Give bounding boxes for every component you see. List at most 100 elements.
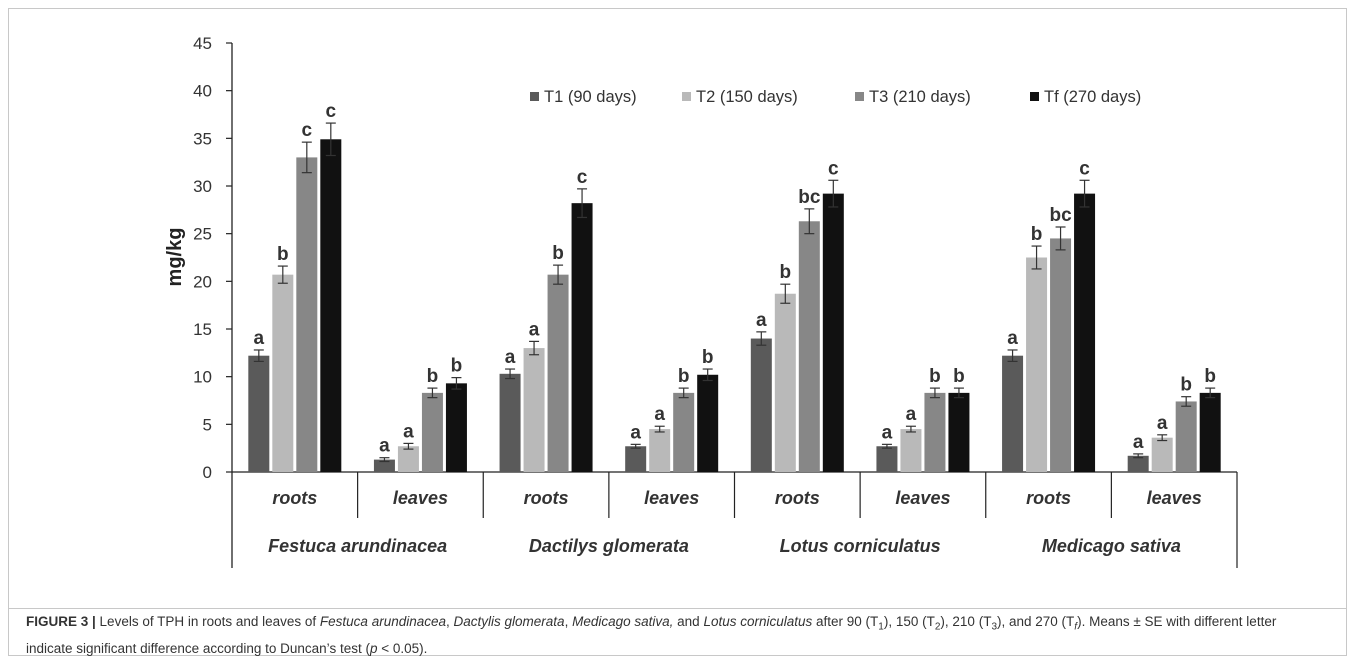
significance-letter: b: [1204, 366, 1216, 387]
y-tick-label: 40: [193, 82, 212, 101]
bar: [1175, 401, 1197, 472]
category-label: leaves: [393, 488, 448, 508]
significance-letter: b: [1031, 224, 1043, 245]
bar: [1002, 355, 1024, 472]
bar: [649, 429, 671, 472]
significance-letter: b: [427, 366, 439, 387]
category-label: leaves: [895, 488, 950, 508]
significance-letter: a: [529, 319, 540, 340]
legend-swatch: [1030, 92, 1039, 101]
significance-letter: a: [756, 310, 767, 331]
significance-letter: c: [302, 120, 313, 141]
significance-letter: b: [678, 366, 690, 387]
legend-swatch: [855, 92, 864, 101]
species-label: Lotus corniculatus: [780, 536, 941, 556]
bar: [1050, 238, 1072, 472]
bar: [876, 446, 898, 472]
significance-letter: a: [1007, 328, 1018, 349]
species-label: Festuca arundinacea: [268, 536, 447, 556]
figure-frame: [8, 8, 1347, 656]
bar: [296, 157, 318, 472]
significance-letter: bc: [1049, 205, 1072, 226]
y-tick-label: 15: [193, 320, 212, 339]
category-label: leaves: [644, 488, 699, 508]
bar: [523, 348, 545, 472]
bar: [547, 274, 569, 472]
species-label: Medicago sativa: [1042, 536, 1181, 556]
legend-label: Tf (270 days): [1044, 88, 1141, 106]
legend-label: T3 (210 days): [869, 88, 971, 106]
significance-letter: a: [254, 328, 265, 349]
legend-swatch: [682, 92, 691, 101]
bar: [373, 459, 395, 472]
bar: [822, 193, 844, 473]
significance-letter: c: [828, 158, 839, 179]
legend-label: T1 (90 days): [544, 88, 637, 106]
bar: [625, 446, 647, 472]
bar: [924, 392, 946, 472]
significance-letter: a: [505, 347, 516, 368]
bar: [750, 338, 772, 472]
caption-text: Levels of TPH in roots and leaves of Fes…: [26, 614, 1277, 656]
y-tick-label: 30: [193, 177, 212, 196]
significance-letter: a: [379, 436, 390, 457]
significance-letter: b: [451, 356, 463, 377]
significance-letter: a: [1133, 432, 1144, 453]
bar: [320, 139, 342, 472]
category-label: leaves: [1147, 488, 1202, 508]
bar: [421, 392, 443, 472]
y-tick-label: 35: [193, 129, 212, 148]
significance-letter: a: [906, 404, 917, 425]
bar: [798, 221, 820, 472]
significance-letter: b: [929, 366, 941, 387]
bar: [900, 429, 922, 472]
significance-letter: b: [702, 347, 714, 368]
significance-letter: c: [577, 167, 588, 188]
significance-letter: a: [882, 422, 893, 443]
y-tick-label: 10: [193, 368, 212, 387]
significance-letter: b: [1180, 375, 1192, 396]
category-label: roots: [775, 488, 820, 508]
y-tick-label: 20: [193, 272, 212, 291]
bar: [673, 392, 695, 472]
y-tick-label: 25: [193, 225, 212, 244]
significance-letter: a: [654, 404, 665, 425]
bar: [571, 203, 593, 472]
bar: [248, 355, 270, 472]
significance-letter: b: [277, 244, 289, 265]
significance-letter: a: [403, 421, 414, 442]
significance-letter: bc: [798, 187, 821, 208]
bar: [445, 383, 467, 472]
significance-letter: b: [552, 243, 564, 264]
bar: [1151, 437, 1173, 472]
bar: [774, 293, 796, 472]
legend-swatch: [530, 92, 539, 101]
bar: [948, 392, 970, 472]
caption-separator: [8, 608, 1347, 609]
species-label: Dactilys glomerata: [529, 536, 689, 556]
legend-label: T2 (150 days): [696, 88, 798, 106]
y-tick-label: 45: [193, 34, 212, 53]
bar: [697, 374, 719, 472]
y-tick-label: 0: [203, 463, 212, 482]
y-axis-label: mg/kg: [164, 228, 186, 287]
y-tick-label: 5: [203, 415, 212, 434]
category-label: roots: [272, 488, 317, 508]
bar: [1074, 193, 1096, 473]
bar: [272, 274, 294, 472]
significance-letter: a: [630, 422, 641, 443]
bar: [1026, 257, 1048, 472]
significance-letter: c: [1079, 158, 1090, 179]
bar: [1127, 455, 1149, 472]
significance-letter: a: [1157, 413, 1168, 434]
category-label: roots: [524, 488, 569, 508]
significance-letter: b: [953, 366, 965, 387]
bar: [499, 373, 521, 472]
bar: [1199, 392, 1221, 472]
figure-caption: FIGURE 3 | Levels of TPH in roots and le…: [26, 611, 1326, 659]
caption-label: FIGURE 3 |: [26, 614, 96, 629]
significance-letter: b: [780, 262, 792, 283]
category-label: roots: [1026, 488, 1071, 508]
bar: [397, 446, 419, 472]
